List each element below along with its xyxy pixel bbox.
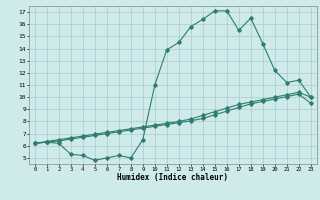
- X-axis label: Humidex (Indice chaleur): Humidex (Indice chaleur): [117, 173, 228, 182]
